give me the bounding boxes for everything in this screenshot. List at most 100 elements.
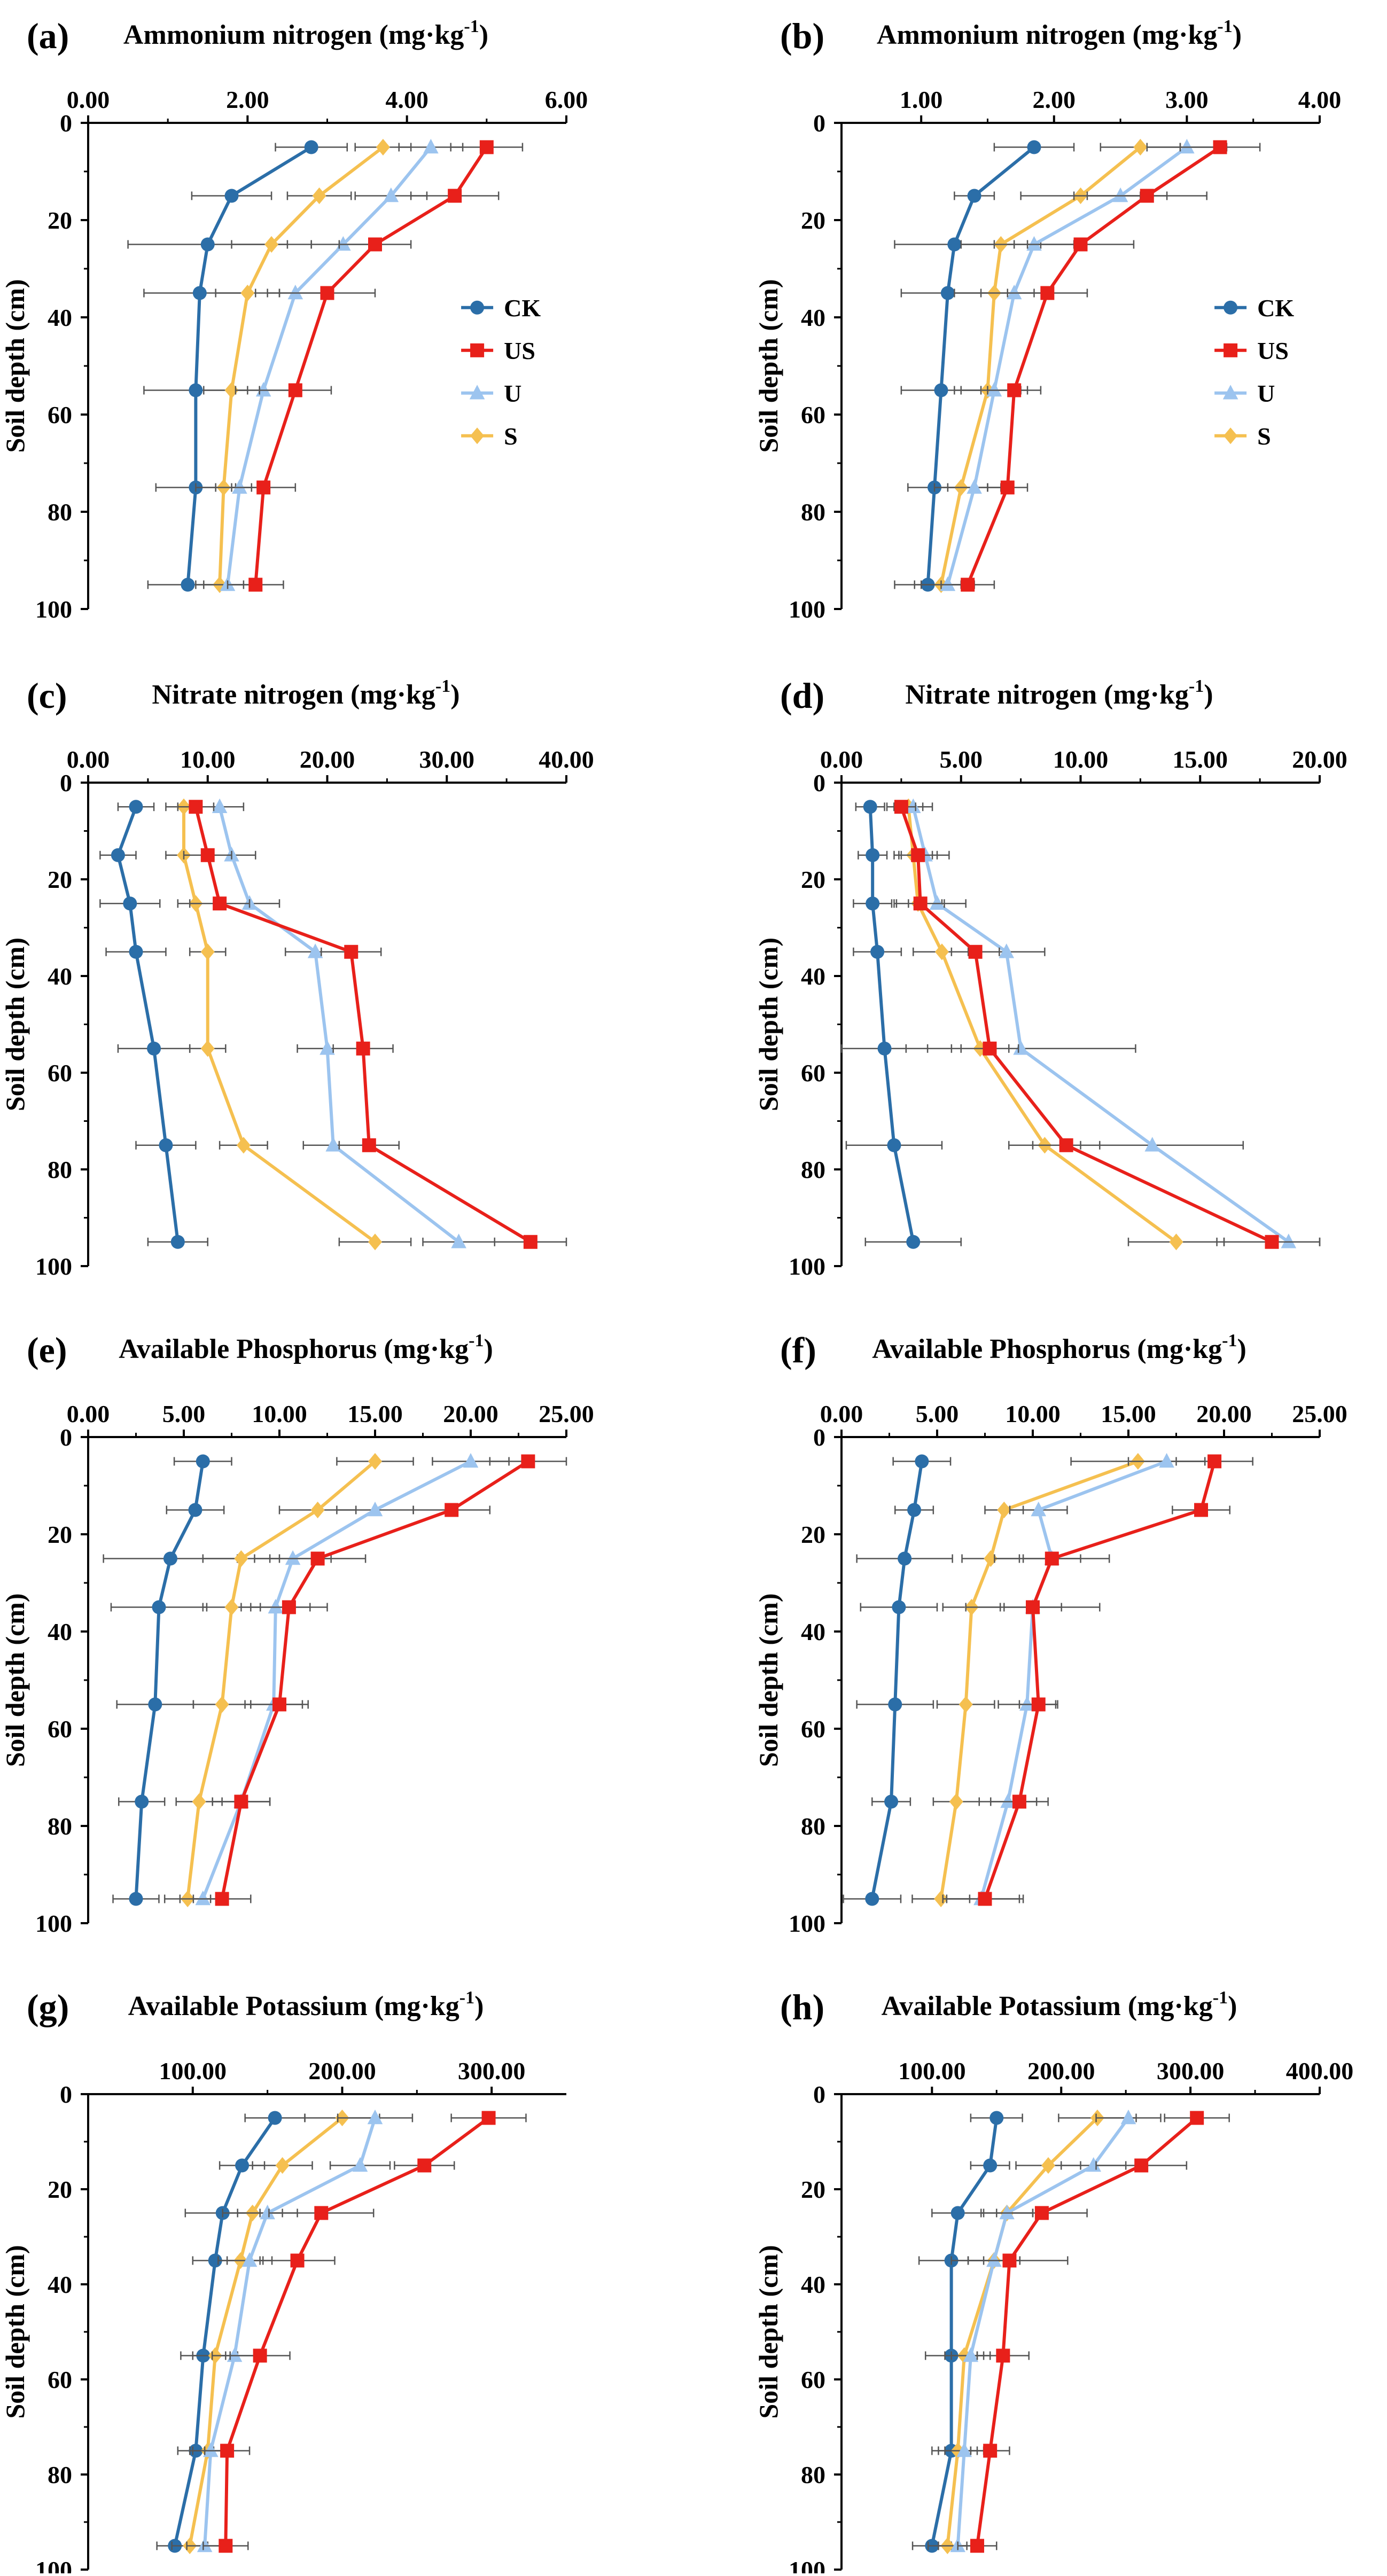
x-tick-label: 25.00 — [1292, 1400, 1347, 1427]
data-point — [288, 383, 302, 397]
chart-panel-c: (c) Nitrate nitrogen (mg·kg-1) 0.00 10.00 20… — [0, 675, 594, 1280]
axis-title: Ammonium nitrogen (mg·kg-1) — [877, 17, 1242, 50]
x-tick-label: 20.00 — [443, 1400, 498, 1427]
axis-title-end: ) — [1204, 680, 1213, 710]
data-point — [195, 1890, 211, 1906]
data-point — [911, 848, 925, 862]
x-tick-label: 200.00 — [1027, 2057, 1095, 2085]
chart-panel-f: (f) Available Phosphorus (mg·kg-1) 0.00 5.0… — [753, 1330, 1347, 1937]
legend-label: U — [504, 380, 521, 407]
series-ck — [127, 140, 348, 592]
data-point — [950, 2206, 965, 2220]
data-point — [978, 1892, 992, 1906]
x-tick-label: 400.00 — [1286, 2057, 1354, 2085]
x-tick-label: 15.00 — [347, 1400, 403, 1427]
y-tick-label: 100 — [789, 596, 825, 623]
data-point — [159, 1138, 173, 1152]
data-point — [1169, 1234, 1183, 1251]
data-point — [934, 1890, 948, 1908]
data-point — [898, 1551, 912, 1566]
y-tick-label: 40 — [801, 963, 825, 990]
data-point — [956, 2442, 972, 2457]
data-point — [189, 800, 203, 814]
y-tick-label: 0 — [813, 110, 825, 137]
y-tick-label: 0 — [60, 1424, 72, 1451]
data-point — [905, 798, 921, 813]
data-point — [1159, 1453, 1174, 1468]
data-point — [220, 2444, 235, 2458]
data-point — [314, 2206, 329, 2220]
chart-panel-h: (h) Available Potassium (mg·kg-1) 100.00 20… — [753, 1987, 1354, 2576]
legend-item-us: US — [1214, 337, 1289, 364]
data-point — [1000, 480, 1015, 495]
panel-letter: (b) — [780, 15, 824, 56]
y-tick-label: 100 — [35, 2556, 72, 2573]
series-line — [254, 146, 488, 585]
data-point — [963, 2347, 979, 2362]
data-point — [123, 896, 137, 911]
data-point — [999, 2204, 1015, 2220]
series-s — [165, 798, 412, 1251]
data-point — [1112, 187, 1128, 202]
data-point — [1134, 2158, 1149, 2173]
data-point — [1041, 2157, 1056, 2174]
data-point — [320, 286, 334, 300]
data-point — [111, 848, 125, 862]
y-tick-label: 20 — [801, 866, 825, 893]
series-us — [177, 800, 567, 1249]
axis-title-main: Nitrate nitrogen (mg·kg — [152, 680, 435, 710]
chart-panel-e: (e) Available Phosphorus (mg·kg-1) 0.00 5.0… — [0, 1330, 594, 1937]
data-point — [256, 480, 271, 495]
data-point — [1179, 138, 1195, 154]
data-point — [275, 2157, 290, 2174]
data-point — [887, 1138, 901, 1152]
series-line — [983, 1461, 1216, 1900]
data-point — [1265, 1235, 1279, 1249]
data-point — [368, 1453, 382, 1470]
data-point — [260, 2204, 275, 2220]
data-point — [272, 1697, 286, 1712]
y-tick-label: 80 — [801, 2461, 825, 2488]
legend-item-u: U — [461, 380, 521, 407]
data-point — [521, 1454, 535, 1469]
x-tick-label: 15.00 — [1173, 746, 1228, 773]
x-tick-label: 25.00 — [539, 1400, 594, 1427]
panel-letter: (d) — [780, 675, 824, 716]
data-point — [307, 943, 323, 958]
data-point — [181, 577, 195, 592]
x-tick-label: 300.00 — [1157, 2057, 1225, 2085]
y-axis-label: Soil depth (cm) — [753, 2245, 783, 2419]
data-point — [129, 800, 143, 814]
legend: CK US US — [1214, 294, 1294, 450]
series-u — [920, 138, 1228, 591]
data-point — [1120, 2109, 1136, 2125]
y-tick-label: 80 — [801, 498, 825, 526]
data-point — [1027, 140, 1041, 154]
axis-title: Available Potassium (mg·kg-1) — [882, 1988, 1237, 2021]
y-tick-label: 20 — [801, 2176, 825, 2203]
data-point — [1213, 140, 1227, 154]
data-point — [1073, 237, 1088, 252]
y-tick-label: 20 — [48, 1521, 72, 1548]
data-point — [934, 383, 948, 397]
data-point — [135, 1794, 149, 1809]
data-point — [241, 2252, 258, 2267]
axis-title: Available Phosphorus (mg·kg-1) — [872, 1331, 1246, 1364]
data-point — [1144, 1137, 1160, 1152]
data-point — [310, 1551, 325, 1566]
data-point — [200, 1040, 215, 1057]
series-line — [220, 1459, 529, 1900]
data-point — [989, 2111, 1004, 2125]
data-point — [949, 1793, 963, 1810]
x-tick-label: 20.00 — [300, 746, 355, 773]
y-tick-label: 100 — [789, 1910, 825, 1937]
legend-item-s: S — [1214, 423, 1271, 450]
series-line — [939, 1459, 1139, 1899]
series-u — [203, 138, 464, 591]
data-point — [445, 1503, 459, 1517]
x-tick-label: 10.00 — [252, 1400, 307, 1427]
panel-letter: (g) — [27, 1987, 69, 2027]
data-point — [1086, 2157, 1101, 2172]
data-point — [1019, 1696, 1035, 1711]
